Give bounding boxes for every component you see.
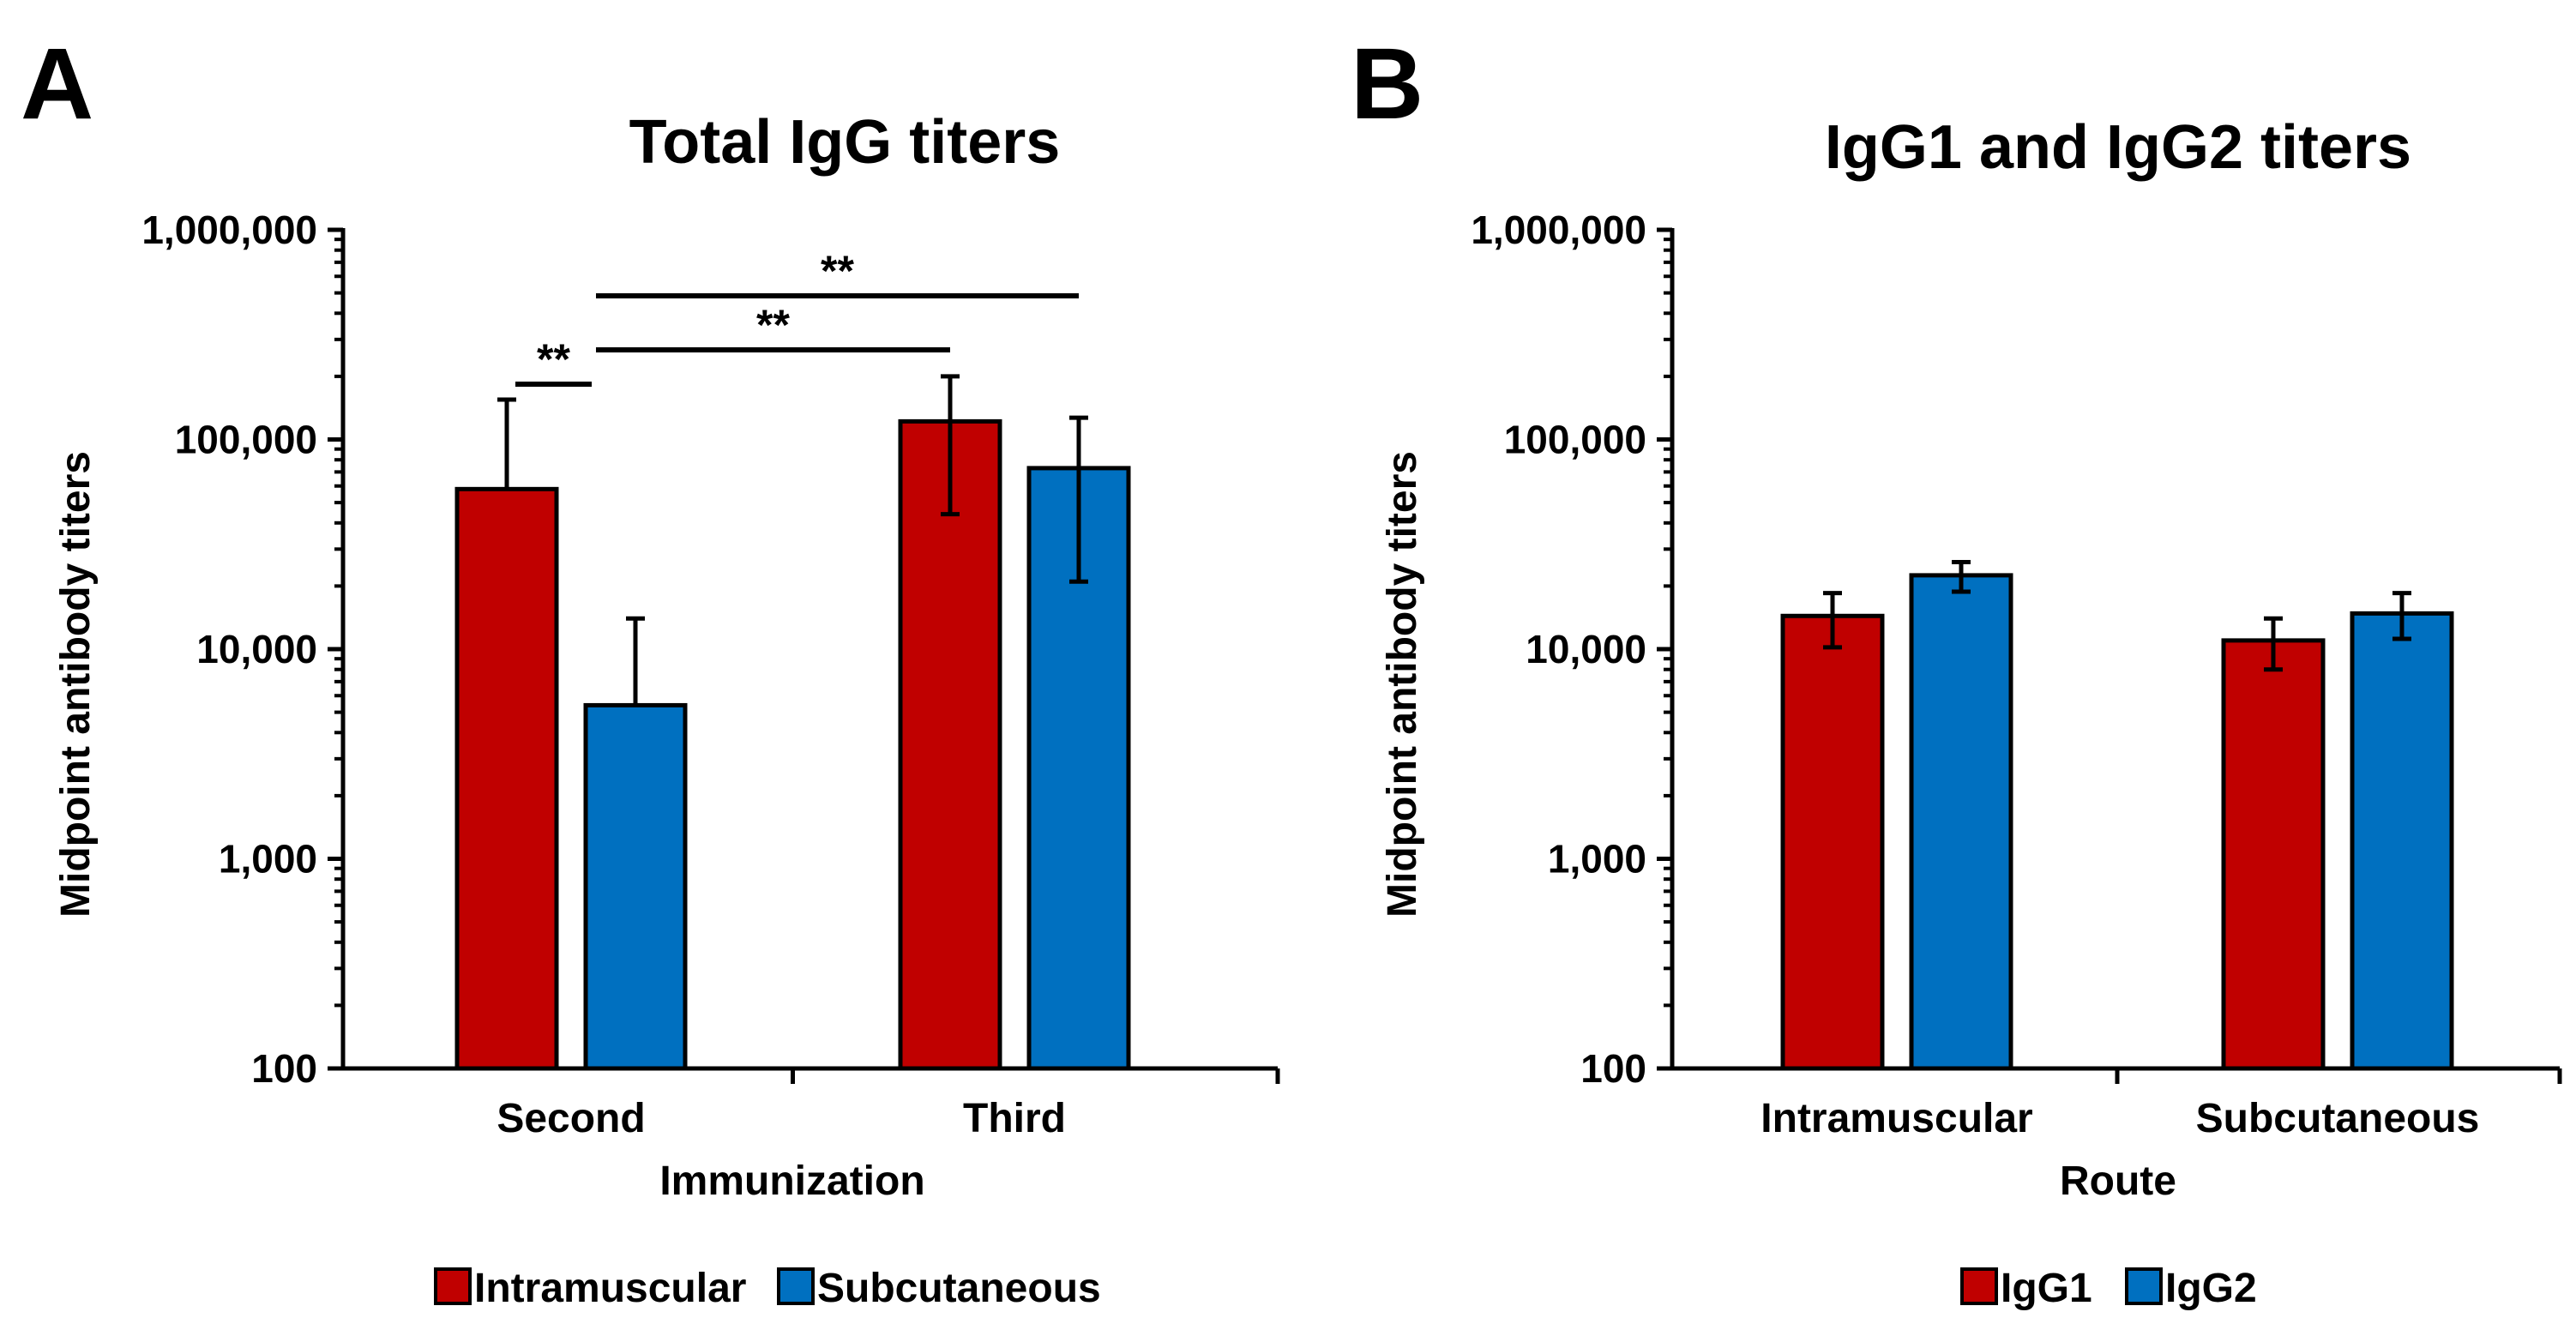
bar-subcutaneous-second <box>583 702 688 1071</box>
y-tick-label: 10,000 <box>1526 627 1646 671</box>
significance-label: ** <box>756 301 790 349</box>
plot-area-b: 100 1,000 10,000 100,000 1,000,000 Intramuscu… <box>1471 208 2562 1141</box>
plot-area-a: 100 1,000 10,000 100,000 1,000,000 Second Thir… <box>141 208 1280 1141</box>
y-tick-label: 10,000 <box>196 627 317 671</box>
legend-a: Intramuscular Subcutaneous <box>434 1266 1101 1311</box>
chart-title-b: IgG1 and IgG2 titers <box>1825 113 2411 182</box>
y-tick-label: 1,000 <box>219 837 317 882</box>
x-tick-label-intramuscular: Intramuscular <box>1760 1096 2032 1141</box>
legend-label-igg2: IgG2 <box>2165 1266 2257 1311</box>
y-tick-label: 1,000 <box>1548 837 1646 882</box>
significance-label: ** <box>537 335 570 383</box>
x-tick-label-subcutaneous: Subcutaneous <box>2196 1096 2480 1141</box>
legend-swatch-intramuscular <box>434 1267 472 1305</box>
bar-igg1-intramuscular <box>1780 613 1885 1071</box>
bar-intramuscular-third <box>898 418 1002 1071</box>
chart-title-a: Total IgG titers <box>629 108 1061 177</box>
legend-swatch-igg1 <box>1960 1267 1998 1305</box>
x-axis-title-a: Immunization <box>659 1158 924 1204</box>
legend-label-intramuscular: Intramuscular <box>474 1266 746 1311</box>
x-axis-title-b: Route <box>2060 1158 2176 1204</box>
y-axis-title-b: Midpoint antibody titers <box>1380 451 1425 918</box>
legend-b: IgG1 IgG2 <box>1960 1266 2257 1311</box>
y-tick-label: 100 <box>251 1046 317 1091</box>
x-tick-label-third: Third <box>963 1096 1066 1141</box>
bar-igg2-intramuscular <box>1909 573 2013 1071</box>
legend-label-subcutaneous: Subcutaneous <box>817 1266 1101 1311</box>
y-tick-label: 100,000 <box>175 418 317 462</box>
bar-igg1-subcutaneous <box>2221 638 2326 1071</box>
panel-letter-a: A <box>21 27 93 141</box>
legend-swatch-igg2 <box>2125 1267 2163 1305</box>
panel-a: A Total IgG titers Immunization Midpoint… <box>21 27 1280 1311</box>
significance-label: ** <box>821 247 854 295</box>
panel-b: B IgG1 and IgG2 titers Route Midpoint an… <box>1351 27 2562 1311</box>
y-tick-label: 100,000 <box>1504 418 1646 462</box>
legend-swatch-subcutaneous <box>777 1267 815 1305</box>
y-tick-label: 100 <box>1580 1046 1646 1091</box>
bar-igg2-subcutaneous <box>2350 611 2454 1071</box>
x-tick-label-second: Second <box>497 1096 645 1141</box>
y-axis-title-a: Midpoint antibody titers <box>53 451 99 918</box>
bar-intramuscular-second <box>454 486 559 1071</box>
panel-letter-b: B <box>1351 27 1423 141</box>
legend-label-igg1: IgG1 <box>2001 1266 2092 1311</box>
y-tick-label: 1,000,000 <box>141 208 317 252</box>
y-tick-label: 1,000,000 <box>1471 208 1646 252</box>
